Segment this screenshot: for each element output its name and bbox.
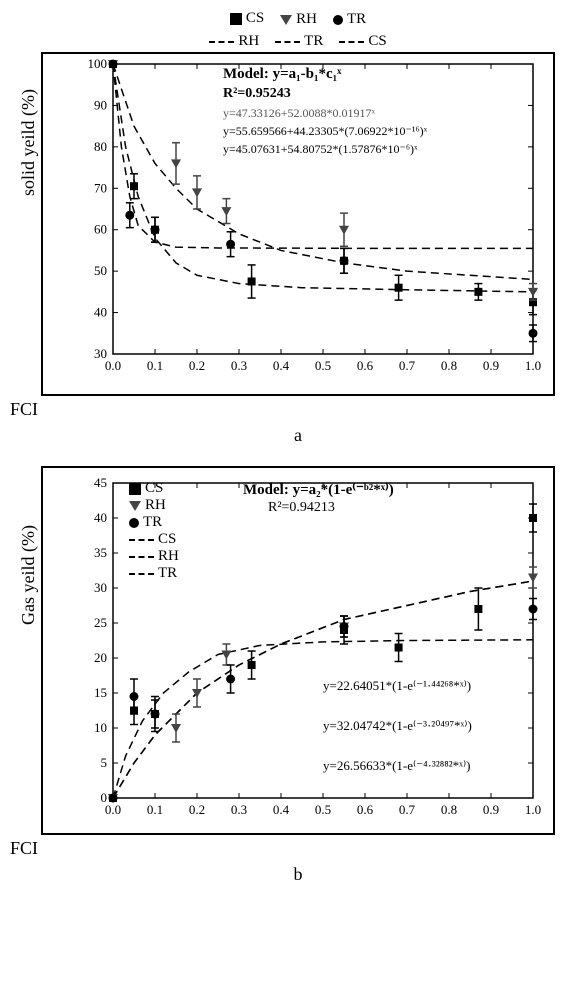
svg-text:0.2: 0.2 [189, 802, 205, 817]
legend-cs-line: CS [339, 33, 386, 50]
svg-text:40: 40 [94, 305, 107, 320]
svg-text:15: 15 [94, 685, 107, 700]
svg-text:0.1: 0.1 [147, 802, 163, 817]
svg-text:0.8: 0.8 [441, 802, 457, 817]
svg-text:0.1: 0.1 [147, 358, 163, 373]
svg-text:90: 90 [94, 97, 107, 112]
svg-text:0.5: 0.5 [315, 358, 331, 373]
svg-text:30: 30 [94, 580, 107, 595]
svg-text:35: 35 [94, 545, 107, 560]
svg-text:100: 100 [88, 56, 108, 71]
chart-a-eq3: y=45.07631+54.80752*(1.57876*10⁻⁶)ˣ [223, 142, 418, 157]
chart-b-panel: 0.0 0.1 0.2 0.3 0.4 0.5 0.6 0.7 0.8 0.9 1.0 0 5 10 15 2… [41, 466, 555, 835]
svg-text:0.7: 0.7 [399, 358, 416, 373]
svg-text:20: 20 [94, 650, 107, 665]
svg-text:10: 10 [94, 720, 107, 735]
chart-a-panel: 0.0 0.1 0.2 0.3 0.4 0.5 0.6 0.7 0.8 0.9 1.0 30 40 50 6… [41, 52, 555, 396]
svg-text:45: 45 [94, 475, 107, 490]
svg-text:0.0: 0.0 [105, 802, 121, 817]
chart-b-r2: R²=0.94213 [268, 500, 335, 516]
svg-text:50: 50 [94, 263, 107, 278]
chart-b-eq2: y=32.04742*(1-e⁽⁻³·²⁰⁴⁹⁷*ˣ⁾) [323, 718, 472, 734]
legend-tr-line: TR [275, 33, 323, 50]
svg-text:30: 30 [94, 346, 107, 361]
svg-text:1.0: 1.0 [525, 358, 541, 373]
svg-text:0.3: 0.3 [231, 358, 247, 373]
chart-b-svg: 0.0 0.1 0.2 0.3 0.4 0.5 0.6 0.7 0.8 0.9 1.0 0 5 10 15 2… [43, 468, 553, 833]
svg-text:0.0: 0.0 [105, 358, 121, 373]
svg-text:1.0: 1.0 [525, 802, 541, 817]
svg-text:0: 0 [101, 790, 108, 805]
svg-text:0.6: 0.6 [357, 358, 374, 373]
chart-a-r2: R²=0.95243 [223, 86, 291, 102]
svg-text:25: 25 [94, 615, 107, 630]
svg-text:0.2: 0.2 [189, 358, 205, 373]
chart-a-model: Model: y=a₁-b₁*c₁ˣ [223, 66, 341, 83]
svg-text:70: 70 [94, 180, 107, 195]
chart-b-legend: CS RH TR CS RH TR [123, 480, 185, 582]
svg-text:0.7: 0.7 [399, 802, 416, 817]
legend-cs-marker: CS [230, 10, 264, 27]
svg-text:60: 60 [94, 222, 107, 237]
svg-text:0.5: 0.5 [315, 802, 331, 817]
chart-a-eq2: y=55.659566+44.23305*(7.06922*10⁻¹⁶)ˣ [223, 124, 427, 139]
svg-text:0.6: 0.6 [357, 802, 374, 817]
legend-rh-marker: RH [280, 11, 317, 28]
chart-b-model: Model: y=a₂*(1-e⁽⁻ᵇ²*ˣ⁾) [243, 480, 394, 499]
chart-a-legend-top: CS RH TR RH TR CS [10, 10, 576, 50]
svg-text:40: 40 [94, 510, 107, 525]
chart-a-eq1: y=47.33126+52.0088*0.01917ˣ [223, 106, 375, 121]
chart-b-xlabel: FCI [10, 838, 38, 859]
svg-text:5: 5 [101, 755, 108, 770]
svg-text:0.9: 0.9 [483, 802, 499, 817]
svg-text:80: 80 [94, 139, 107, 154]
svg-text:0.3: 0.3 [231, 802, 247, 817]
svg-text:0.4: 0.4 [273, 358, 290, 373]
sublabel-a: a [10, 425, 576, 446]
chart-b-eq1: y=22.64051*(1-e⁽⁻¹·⁴⁴²⁶⁸*ˣ⁾) [323, 678, 471, 694]
sublabel-b: b [10, 864, 576, 885]
legend-rh-line: RH [209, 33, 259, 50]
chart-a-svg: 0.0 0.1 0.2 0.3 0.4 0.5 0.6 0.7 0.8 0.9 1.0 30 40 50 6… [43, 54, 553, 394]
chart-b-ylabel: Gas yeild (%) [18, 49, 39, 625]
svg-text:0.9: 0.9 [483, 358, 499, 373]
chart-b-eq3: y=26.56633*(1-e⁽⁻⁴·³²⁸⁸²*ˣ⁾) [323, 758, 470, 774]
legend-tr-marker: TR [333, 11, 366, 28]
svg-text:0.8: 0.8 [441, 358, 457, 373]
svg-text:0.4: 0.4 [273, 802, 290, 817]
